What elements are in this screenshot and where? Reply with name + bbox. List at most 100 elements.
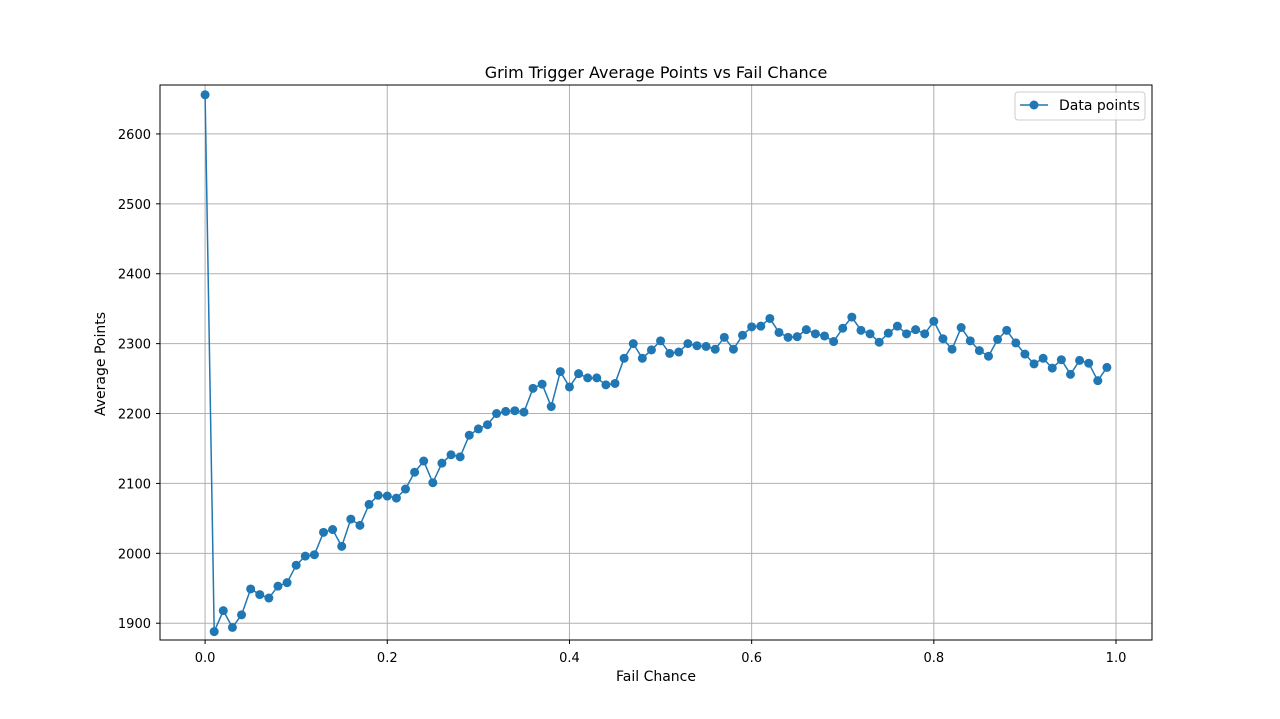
data-point [692, 341, 702, 351]
chart-title: Grim Trigger Average Points vs Fail Chan… [485, 63, 828, 82]
series-line [204, 94, 1108, 633]
x-axis-label: Fail Chance [616, 669, 696, 685]
data-point [738, 330, 748, 340]
data-point [883, 328, 893, 338]
grid [160, 85, 1152, 640]
y-tick-label: 2100 [118, 477, 151, 492]
data-point [902, 329, 912, 339]
x-tick-label: 0.4 [559, 651, 580, 666]
data-point [756, 321, 766, 331]
data-point [1075, 355, 1085, 365]
data-point [492, 409, 502, 419]
data-point [574, 369, 584, 379]
data-point [1038, 353, 1048, 363]
data-point [546, 402, 556, 412]
data-point [601, 380, 611, 390]
data-point [1029, 359, 1039, 369]
data-point [656, 336, 666, 346]
data-point [783, 332, 793, 342]
data-point [346, 514, 356, 524]
data-point [519, 407, 529, 417]
data-point [246, 584, 256, 594]
data-point [528, 383, 538, 393]
data-point [300, 551, 310, 561]
x-tick-label: 0.8 [923, 651, 944, 666]
data-point [382, 491, 392, 501]
x-tick-label: 0.6 [741, 651, 762, 666]
data-point [1056, 355, 1066, 365]
data-point [1002, 325, 1012, 335]
data-point [628, 339, 638, 349]
data-point [255, 590, 265, 600]
data-point [865, 329, 875, 339]
data-point [1093, 376, 1103, 386]
data-point [400, 484, 410, 494]
x-tick-label: 0.2 [377, 651, 398, 666]
data-point [537, 379, 547, 389]
data-point [728, 344, 738, 354]
data-point [437, 458, 447, 468]
data-point [646, 345, 656, 355]
x-tick-label: 0.0 [195, 651, 216, 666]
data-point [993, 334, 1003, 344]
data-point [874, 337, 884, 347]
plot-frame [159, 84, 1153, 641]
data-point [328, 525, 338, 535]
data-point [911, 325, 921, 335]
legend-box [1014, 91, 1146, 121]
y-tick-label: 1900 [118, 617, 151, 632]
legend-marker-swatch [1029, 100, 1039, 110]
data-point [765, 313, 775, 323]
data-point [237, 610, 247, 620]
data-point [920, 329, 930, 339]
data-point [428, 478, 438, 488]
data-point [592, 373, 602, 383]
data-point [792, 332, 802, 342]
y-tick-label: 2500 [118, 198, 151, 213]
data-point [501, 406, 511, 416]
data-point [719, 332, 729, 342]
data-point [965, 336, 975, 346]
data-point [473, 424, 483, 434]
data-point [218, 606, 228, 616]
data-point [619, 353, 629, 363]
data-point [747, 322, 757, 332]
tick-labels: 0.0 0.2 0.4 0.6 0.8 1.0 1900 2000 2100 2200 2300 24… [118, 128, 1126, 666]
data-point [674, 347, 684, 357]
data-point [1065, 369, 1075, 379]
data-point [273, 581, 283, 591]
data-point [710, 344, 720, 354]
data-point [610, 378, 620, 388]
data-point [1102, 362, 1112, 372]
data-point [364, 499, 374, 509]
legend: Data points [1014, 91, 1146, 121]
data-point [555, 367, 565, 377]
data-point [446, 450, 456, 460]
axes [156, 84, 1153, 644]
y-tick-label: 2000 [118, 547, 151, 562]
data-point [929, 316, 939, 326]
data-point [309, 550, 319, 560]
y-axis-label: Average Points [93, 312, 109, 416]
data-point [947, 344, 957, 354]
data-point [200, 90, 210, 100]
data-point [564, 382, 574, 392]
data-point [892, 321, 902, 331]
data-point [1011, 338, 1021, 348]
data-point [983, 351, 993, 361]
legend-label: Data points [1059, 98, 1140, 114]
data-point [455, 452, 465, 462]
data-point [264, 593, 274, 603]
data-point [1020, 349, 1030, 359]
data-point [665, 348, 675, 358]
data-point [820, 331, 830, 341]
data-point [464, 430, 474, 440]
data-point [209, 627, 219, 637]
data-point [410, 467, 420, 477]
data-point [683, 339, 693, 349]
data-point [637, 353, 647, 363]
series-data-points [200, 90, 1112, 637]
data-point [291, 560, 301, 570]
data-point [810, 329, 820, 339]
